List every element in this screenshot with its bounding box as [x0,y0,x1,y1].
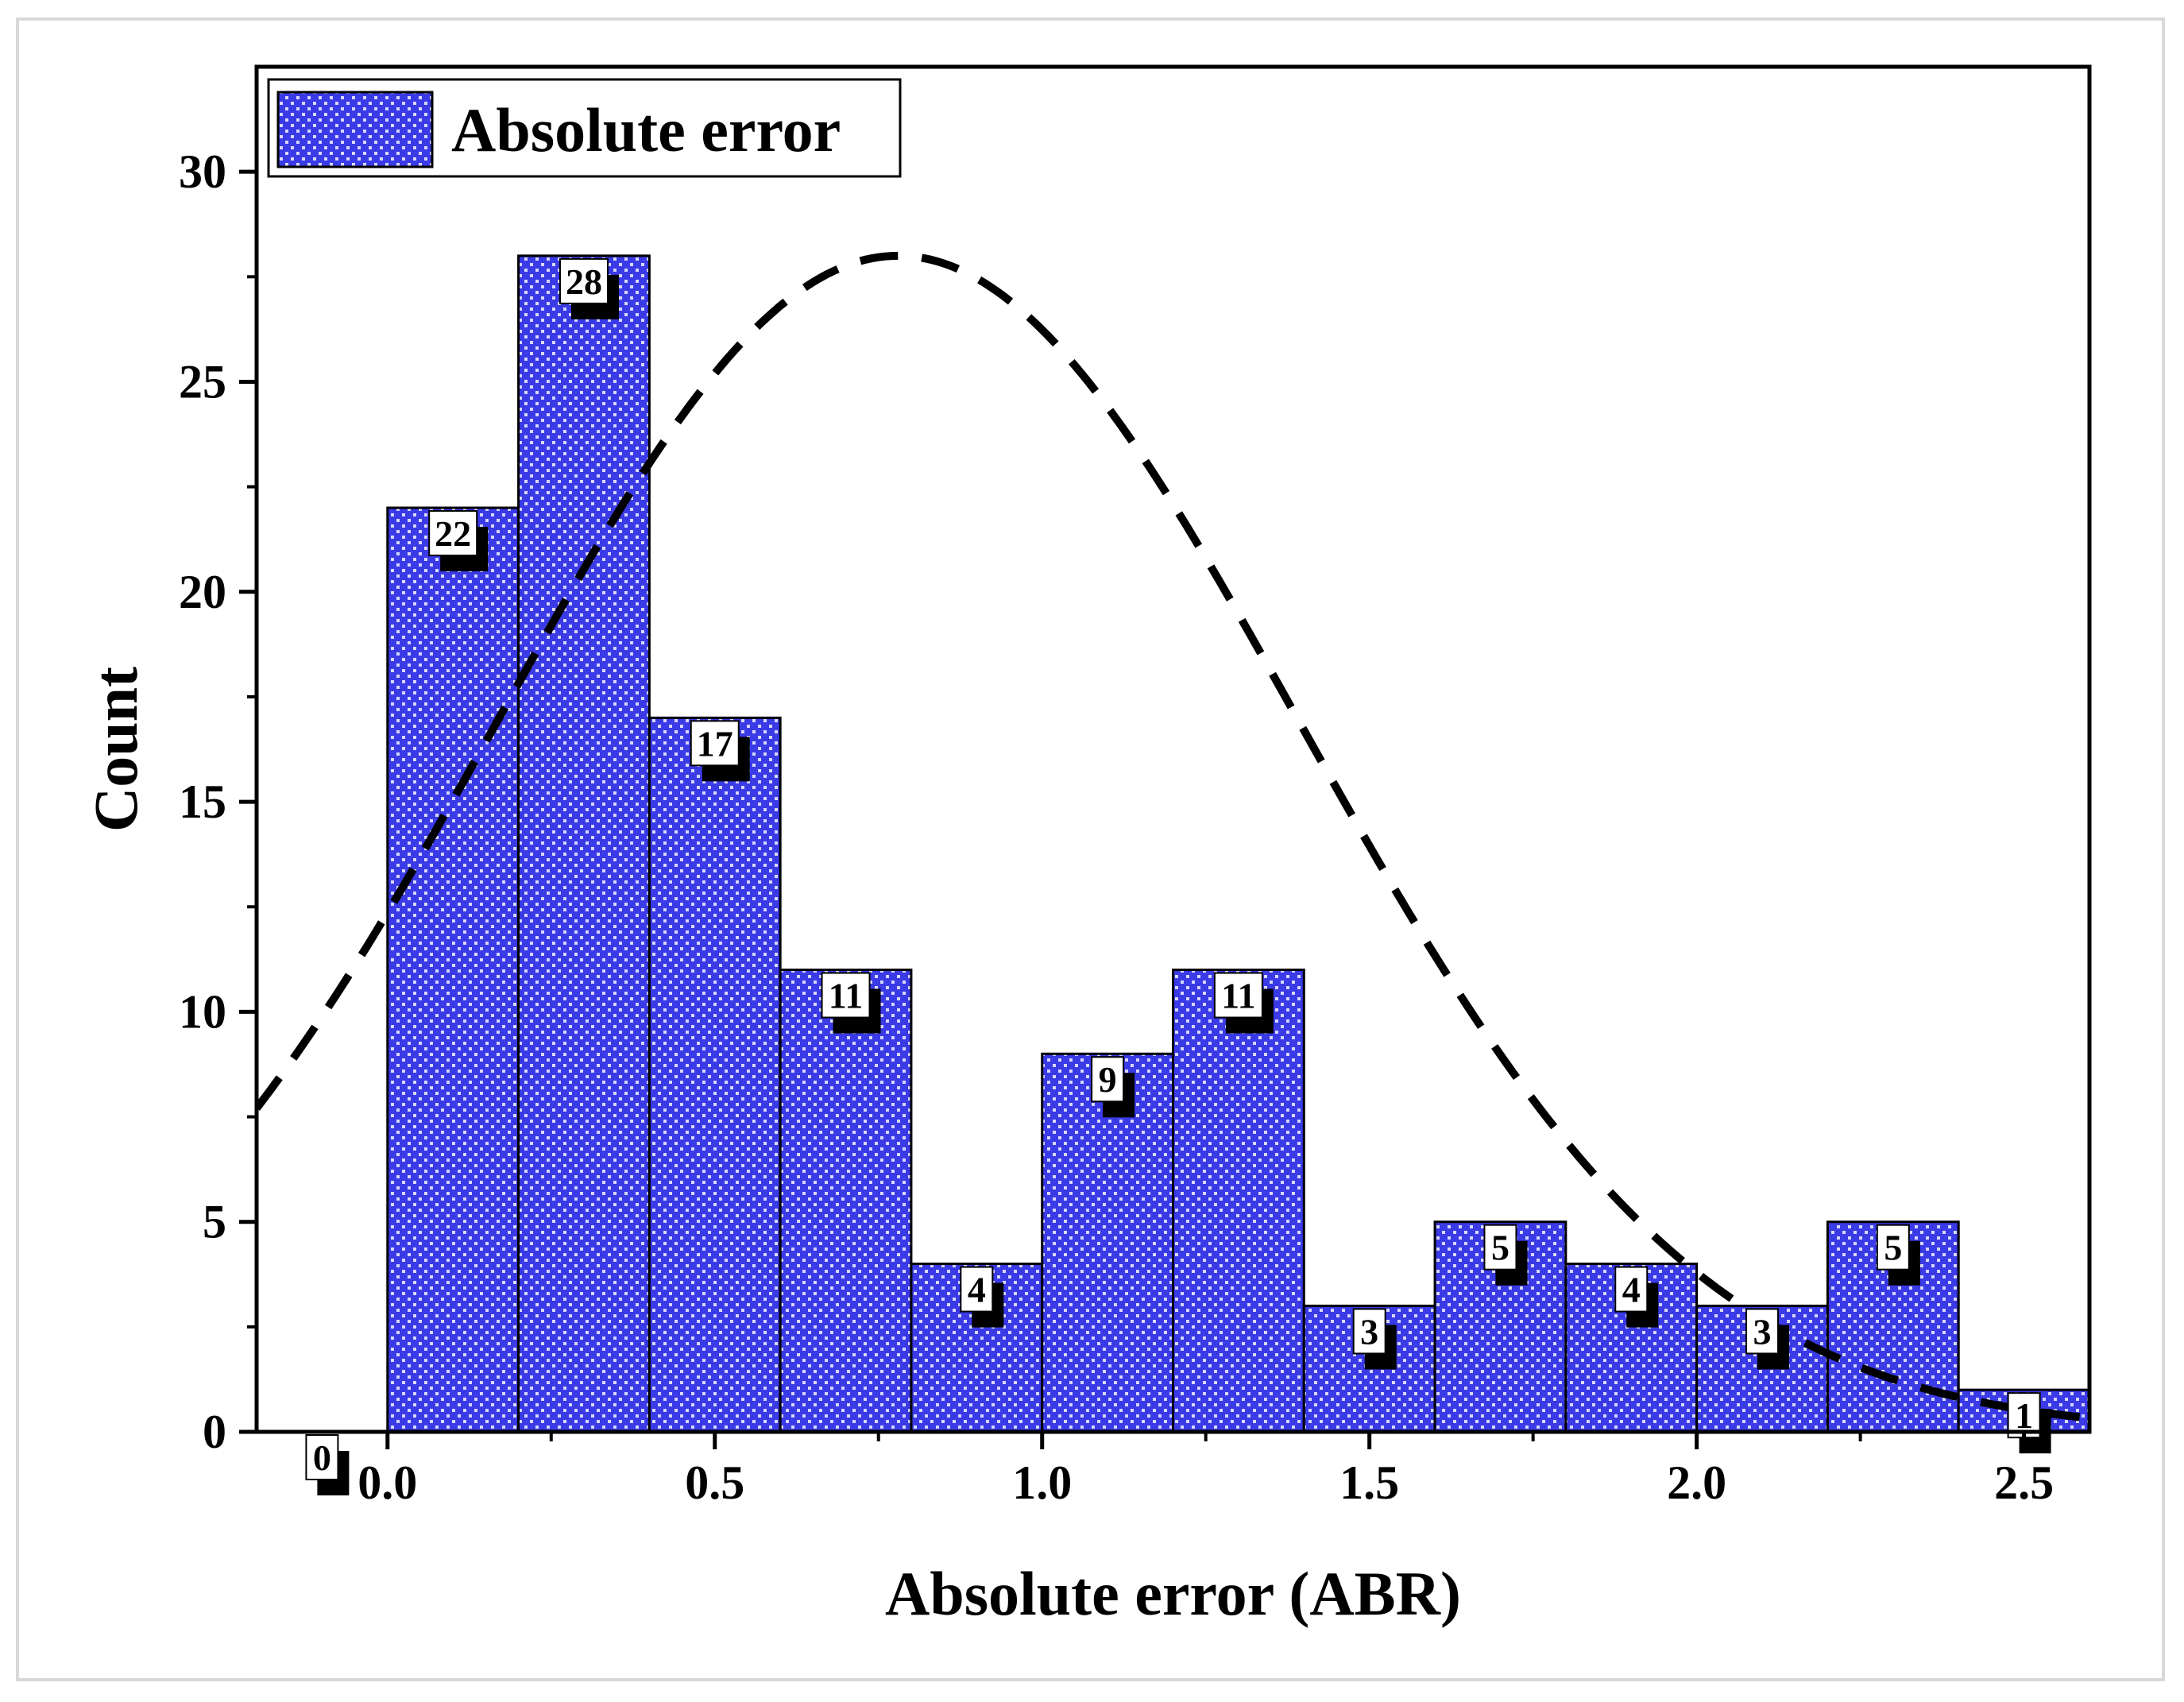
histogram-bar [647,716,782,1433]
data-label: 4 [960,1266,1004,1328]
data-label-box [428,510,478,557]
y-tick-label: 10 [179,985,226,1038]
data-label-box [559,257,609,304]
data-label-box [1091,1056,1125,1103]
data-label-box [821,972,871,1019]
data-labels-layer: 0 22 28 17 11 4 9 11 3 5 4 3 5 1 [305,257,2051,1495]
data-label-text: 11 [829,976,863,1016]
legend: Absolute error [267,78,902,178]
y-tick-label: 0 [203,1406,226,1458]
data-label: 17 [690,720,750,782]
x-tick-label: 2.0 [1667,1456,1726,1509]
data-label-text: 5 [1884,1228,1902,1268]
data-label: 0 [305,1434,350,1495]
data-label-text: 22 [435,513,471,554]
data-label-text: 17 [697,723,733,764]
data-label: 11 [1213,972,1274,1034]
data-label-text: 1 [2015,1395,2033,1436]
data-label-text: 3 [1753,1311,1772,1352]
y-tick-label: 15 [179,776,226,828]
data-label: 3 [1745,1308,1790,1370]
x-tick-label: 0.5 [685,1456,744,1509]
data-label-box [1352,1308,1386,1355]
data-label-box [1213,972,1263,1019]
data-label-box [1745,1308,1780,1355]
data-label: 9 [1091,1056,1135,1118]
x-tick-label: 1.0 [1012,1456,1072,1509]
histogram-bar [1172,969,1305,1433]
y-tick-label: 20 [179,566,226,618]
data-label-text: 9 [1099,1059,1117,1100]
x-tick-label: 1.5 [1339,1456,1399,1509]
data-label-text: 0 [313,1437,331,1478]
y-tick-label: 5 [203,1196,226,1248]
data-label: 5 [1876,1224,1920,1286]
data-label-box [1483,1224,1517,1271]
data-label: 5 [1483,1224,1528,1286]
data-label-text: 11 [1221,976,1255,1016]
data-label-box [1614,1266,1649,1313]
data-label-box [305,1434,339,1480]
data-label-text: 4 [968,1270,986,1310]
data-label: 22 [428,510,489,572]
plot-area-border [254,64,2092,1434]
data-label: 11 [821,972,881,1034]
y-axis-title: Count [81,667,150,832]
data-label-box [1876,1224,1910,1271]
y-tick-label: 25 [179,355,226,408]
histogram-bar [386,506,520,1433]
data-label-text: 3 [1360,1311,1378,1352]
data-label-text: 4 [1622,1270,1641,1310]
data-label-text: 28 [566,261,602,302]
data-label-box [960,1266,994,1313]
legend-entry-label: Absolute error [451,95,841,164]
data-label: 28 [559,257,619,319]
data-label: 4 [1614,1266,1659,1328]
histogram-bar [779,969,913,1433]
x-axis-title: Absolute error (ABR) [885,1559,1461,1628]
data-label: 3 [1352,1308,1397,1370]
histogram-bar [517,254,651,1433]
y-tick-label: 30 [179,145,226,198]
data-label-text: 5 [1491,1228,1509,1268]
bars-layer [386,254,2091,1433]
x-tick-label: 0.0 [358,1456,417,1509]
x-tick-label: 2.5 [1994,1456,2054,1509]
data-label-box [690,720,740,767]
legend-swatch [276,91,434,168]
